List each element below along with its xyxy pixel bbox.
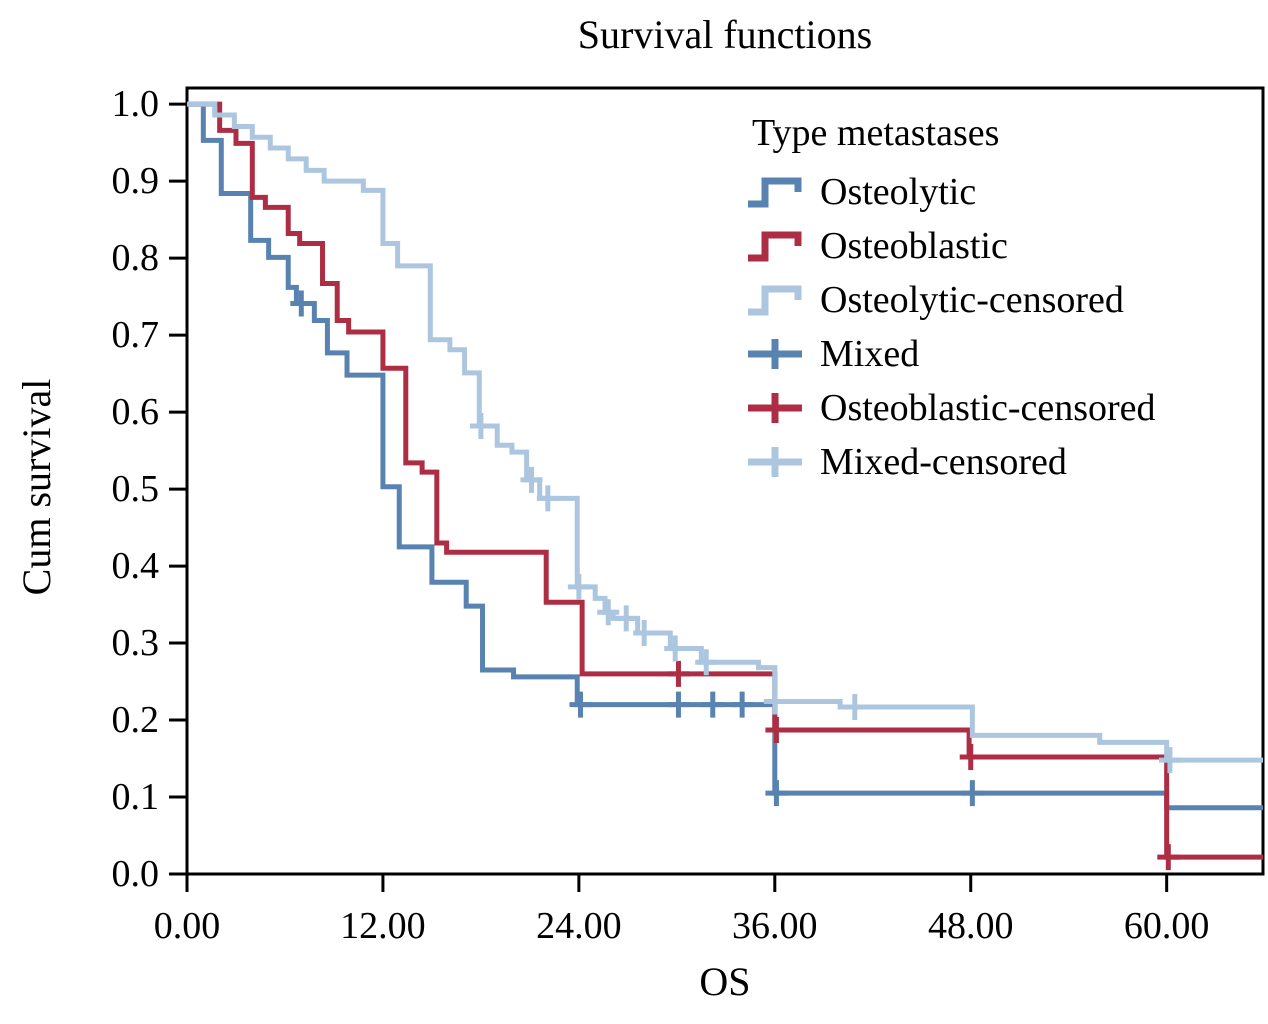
legend-item-osteoblastic: Osteoblastic [748, 225, 1008, 267]
legend-rows: Osteolytic Osteoblastic Osteolytic-censore… [748, 171, 1156, 483]
y-tick-label: 0.4 [112, 545, 160, 587]
censored-plus-icon [843, 693, 866, 720]
x-tick-label: 48.00 [928, 905, 1014, 947]
censor-marks-mixed [469, 412, 1181, 774]
curve-osteolytic [187, 101, 1263, 811]
legend-item-label: Osteoblastic [820, 225, 1008, 267]
step-icon [748, 177, 802, 208]
step-icon [748, 231, 802, 262]
y-tick-label: 0.7 [112, 314, 160, 356]
censored-plus-icon [569, 691, 592, 718]
legend-item-mixed-censored: Mixed-censored [748, 441, 1067, 483]
legend-item-label: Osteolytic-censored [820, 279, 1124, 321]
censored-plus-icon [469, 412, 492, 439]
legend-title: Type metastases [752, 112, 999, 154]
y-tick-label: 0.5 [112, 468, 160, 510]
legend-item-label: Mixed [820, 333, 919, 375]
curves-layer [187, 101, 1263, 871]
censor-marks-osteoblastic [667, 660, 1180, 871]
censored-plus-icon [701, 691, 724, 718]
legend-item-label: Osteolytic [820, 171, 976, 213]
y-tick-label: 0.1 [112, 776, 160, 818]
censored-plus-icon [667, 660, 690, 687]
plus-icon [748, 393, 802, 423]
step-icon [748, 285, 802, 316]
legend-item-osteolytic: Osteolytic [748, 171, 976, 213]
x-axis-label: OS [699, 959, 750, 1004]
legend-item-label: Mixed-censored [820, 441, 1067, 483]
censored-plus-icon [567, 573, 590, 600]
axes-layer: 0.0 0.1 0.2 0.3 0.4 0.5 0.6 0.7 0.8 0.9 1.0 0.00 12.… [112, 83, 1210, 947]
x-tick-label: 24.00 [536, 905, 622, 947]
y-tick-label: 1.0 [112, 83, 160, 125]
censored-plus-icon [765, 780, 788, 807]
censored-plus-icon [765, 717, 788, 744]
censored-plus-icon [290, 290, 313, 317]
chart-title: Survival functions [578, 12, 872, 57]
x-tick-label: 60.00 [1124, 905, 1210, 947]
x-tick-label: 12.00 [340, 905, 426, 947]
curve-mixed [187, 101, 1263, 763]
censored-plus-icon [1157, 844, 1180, 871]
censored-plus-icon [763, 688, 786, 715]
y-tick-label: 0.8 [112, 237, 160, 279]
y-tick-label: 0.0 [112, 853, 160, 895]
censor-marks-osteolytic [290, 290, 984, 807]
censored-plus-icon [959, 743, 982, 770]
censored-plus-icon [615, 605, 638, 632]
censored-plus-icon [597, 599, 620, 626]
y-axis-label: Cum survival [14, 379, 59, 596]
censored-plus-icon [664, 635, 687, 662]
legend-item-mixed: Mixed [748, 333, 919, 375]
legend: Type metastases OsteolyticOsteoblasticOs… [748, 112, 1156, 483]
censored-plus-icon [667, 691, 690, 718]
censored-plus-icon [520, 466, 543, 493]
censored-plus-icon [633, 620, 656, 647]
legend-item-label: Osteoblastic-censored [820, 387, 1156, 429]
x-tick-label: 0.00 [154, 905, 221, 947]
plus-icon [748, 447, 802, 477]
y-tick-label: 0.6 [112, 391, 160, 433]
legend-item-osteoblastic-censored: Osteoblastic-censored [748, 387, 1156, 429]
censored-plus-icon [695, 649, 718, 676]
legend-item-osteolytic-censored: Osteolytic-censored [748, 279, 1124, 321]
censored-plus-icon [961, 780, 984, 807]
censored-plus-icon [1158, 747, 1181, 774]
x-tick-label: 36.00 [732, 905, 818, 947]
y-tick-label: 0.9 [112, 160, 160, 202]
censored-plus-icon [536, 485, 559, 512]
plot-area-border [185, 86, 1265, 876]
censored-plus-icon [731, 691, 754, 718]
y-tick-label: 0.3 [112, 622, 160, 664]
y-tick-label: 0.2 [112, 699, 160, 741]
plus-icon [748, 339, 802, 369]
